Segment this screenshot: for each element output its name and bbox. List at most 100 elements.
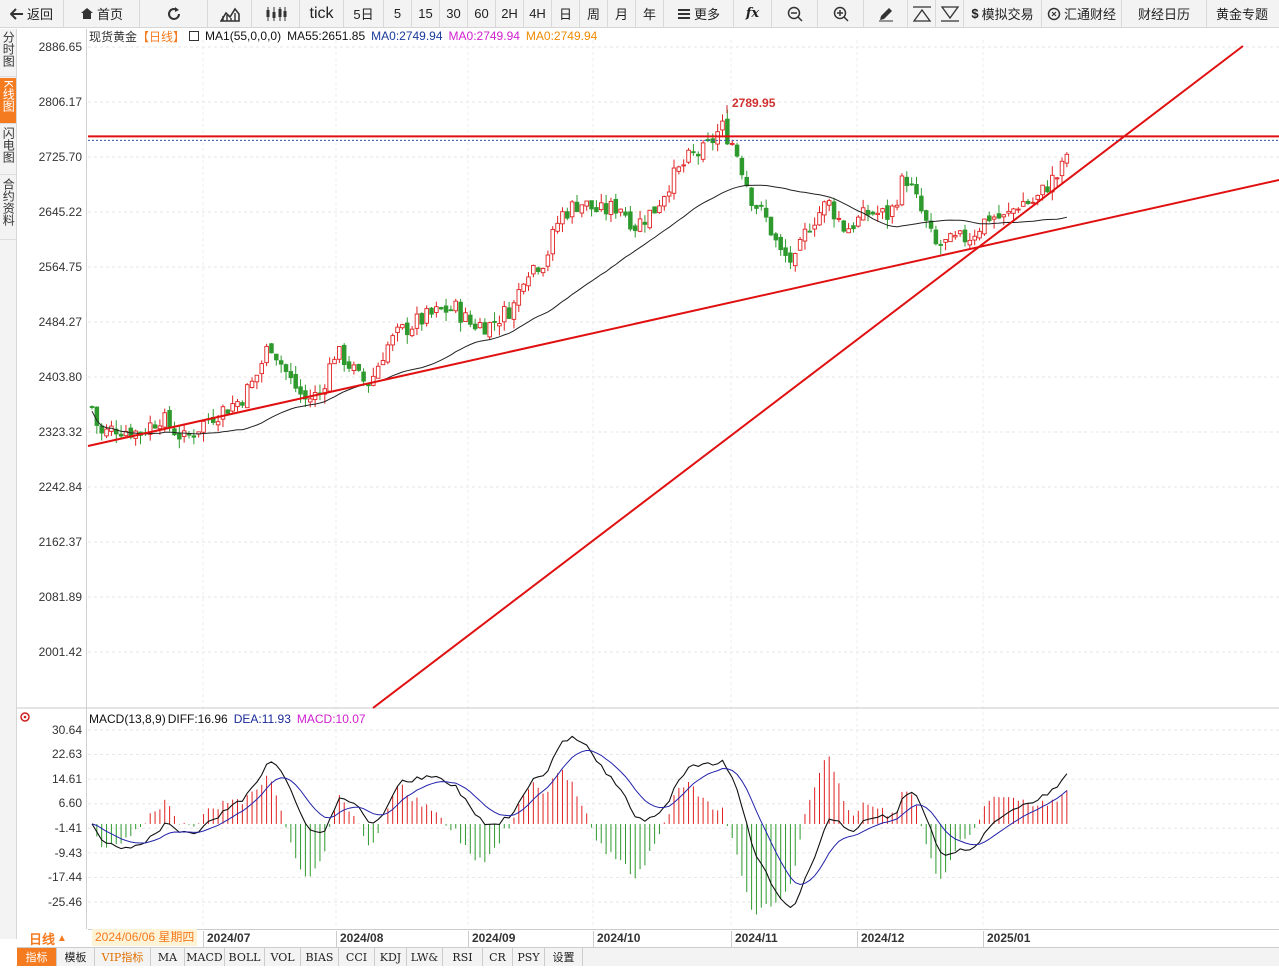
draw-line-button[interactable] (864, 0, 908, 27)
period-week[interactable]: 周 (580, 0, 608, 27)
candle (880, 207, 885, 219)
tab-kline[interactable]: K线图 (0, 78, 16, 124)
period-60[interactable]: 60 (468, 0, 496, 27)
candle-body (254, 374, 260, 383)
candlestick-button[interactable] (252, 0, 300, 27)
period-5[interactable]: 5 (384, 0, 412, 27)
tab-settings[interactable]: 设置 (545, 948, 583, 966)
period-15[interactable]: 15 (412, 0, 440, 27)
candle (894, 199, 900, 211)
tab-bias[interactable]: BIAS (301, 948, 339, 966)
macd-histogram (96, 756, 1068, 915)
candle-body (492, 320, 497, 323)
candle (749, 187, 754, 212)
formula-button[interactable]: fx (734, 0, 772, 27)
zoom-in-button[interactable] (818, 0, 864, 27)
fxfinance-button[interactable]: 汇通财经 (1042, 0, 1122, 27)
candle (991, 214, 997, 229)
support-trendline (87, 179, 1279, 447)
candle-body (875, 212, 880, 216)
candle (172, 421, 177, 436)
candle (686, 148, 691, 164)
candle (734, 142, 740, 158)
tab-ma[interactable]: MA (151, 948, 185, 966)
period-5d[interactable]: 5日 (344, 0, 384, 27)
tab-label: 合约资料 (1, 178, 16, 226)
tab-vip-indicators[interactable]: VIP指标 (95, 948, 151, 966)
tab-timeshare[interactable]: 分时图 (0, 29, 16, 77)
back-button[interactable]: 返回 (0, 0, 64, 27)
candle (841, 219, 847, 233)
indicator-settings-icon[interactable] (189, 31, 200, 41)
candle (429, 306, 434, 318)
draw-up-button[interactable] (908, 0, 936, 27)
calendar-label: 财经日历 (1137, 7, 1190, 22)
gold-topic-button[interactable]: 黄金专题 (1207, 0, 1277, 27)
period-2h[interactable]: 2H (496, 0, 524, 27)
zoom-out-button[interactable] (772, 0, 818, 27)
tab-cr[interactable]: CR (483, 948, 513, 966)
candle-body (574, 201, 580, 212)
candle (1001, 214, 1007, 226)
calendar-button[interactable]: 财经日历 (1122, 0, 1207, 27)
candle-body (1020, 201, 1026, 207)
macd-settings-icon[interactable] (20, 712, 30, 722)
period-year[interactable]: 年 (636, 0, 664, 27)
more-button[interactable]: 更多 (664, 0, 734, 27)
candle-body (555, 222, 560, 232)
candle (909, 177, 914, 186)
tab-kdj[interactable]: KDJ (375, 948, 407, 966)
candle (967, 233, 973, 250)
candle-body (851, 225, 856, 230)
candle (560, 207, 565, 233)
candle-body (982, 218, 987, 235)
tab-flash[interactable]: 闪电图 (0, 125, 16, 175)
period-day[interactable]: 日 (552, 0, 580, 27)
draw-down-button[interactable] (936, 0, 964, 27)
candle (652, 206, 657, 214)
tab-lw[interactable]: LW& (407, 948, 443, 966)
period-month[interactable]: 月 (608, 0, 636, 27)
candle-body (647, 209, 653, 229)
candle (438, 306, 444, 311)
candle (763, 199, 769, 223)
candle (555, 215, 560, 234)
price-tick: 2484.27 (38, 315, 82, 329)
candle-body (933, 229, 939, 245)
tab-contract-info[interactable]: 合约资料 (0, 176, 16, 240)
kline-chart[interactable]: 2789.95 (0, 0, 1279, 929)
candle (822, 200, 827, 223)
candle (414, 306, 420, 336)
candle (836, 211, 842, 223)
tab-rsi[interactable]: RSI (443, 948, 483, 966)
tick-button[interactable]: tick (300, 0, 344, 27)
candle (754, 204, 759, 215)
candle (201, 420, 206, 442)
tab-boll[interactable]: BOLL (225, 948, 265, 966)
home-button[interactable]: 首页 (64, 0, 140, 27)
candle-body (923, 210, 929, 221)
candle-body (691, 151, 696, 154)
candle (608, 197, 614, 223)
candle (288, 362, 294, 385)
candle (419, 312, 425, 331)
triangle-up-icon (912, 5, 931, 22)
tab-cci[interactable]: CCI (339, 948, 375, 966)
tab-indicators[interactable]: 指标 (17, 948, 57, 966)
tab-vol[interactable]: VOL (265, 948, 301, 966)
period-selector[interactable]: 日线 ▲ (17, 929, 87, 947)
sim-trade-button[interactable]: $ 模拟交易 (964, 0, 1042, 27)
period-tag: 【日线】 (137, 29, 186, 44)
refresh-button[interactable] (140, 0, 208, 27)
period-4h[interactable]: 4H (524, 0, 552, 27)
period-30[interactable]: 30 (440, 0, 468, 27)
candle-body (521, 283, 526, 292)
candle (933, 225, 939, 246)
tab-templates[interactable]: 模板 (57, 948, 95, 966)
candle-body (1025, 200, 1031, 204)
candle (982, 218, 987, 236)
tab-psy[interactable]: PSY (513, 948, 545, 966)
chart-type-button[interactable] (208, 0, 252, 27)
candle (395, 323, 400, 342)
tab-macd[interactable]: MACD (185, 948, 225, 966)
